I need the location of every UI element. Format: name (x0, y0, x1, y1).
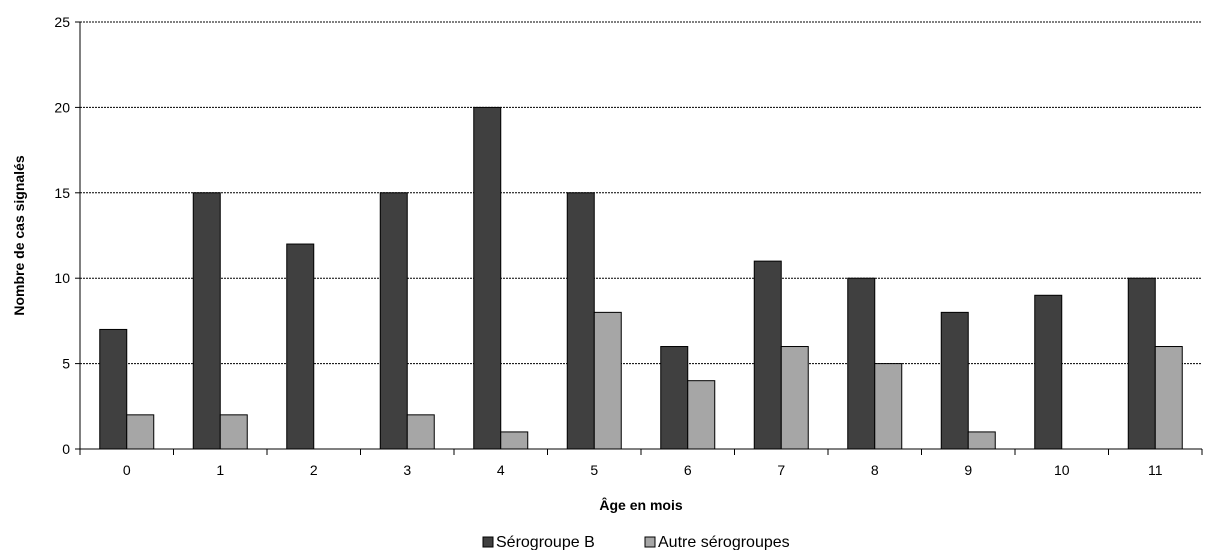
legend-label-serogroupe-b: Sérogroupe B (496, 534, 595, 550)
bar-autre-serogroupes-0 (126, 414, 155, 450)
x-tick-label: 10 (1054, 462, 1070, 478)
bar-serogroupe-b-4 (473, 106, 502, 450)
axes (75, 21, 1203, 455)
bar-autre-serogroupes-5 (593, 311, 622, 450)
x-tick-label: 7 (777, 462, 785, 478)
y-axis-title: Nombre de cas signalés (11, 155, 27, 316)
legend-swatch-serogroupe-b (482, 536, 494, 548)
bar-serogroupe-b-3 (379, 192, 408, 450)
bar-serogroupe-b-8 (847, 277, 876, 450)
y-tick-label: 15 (54, 185, 70, 201)
x-tick-label: 9 (964, 462, 972, 478)
bar-autre-serogroupes-9 (967, 431, 996, 450)
bars (99, 106, 1183, 450)
bar-serogroupe-b-11 (1127, 277, 1156, 450)
bar-serogroupe-b-5 (566, 192, 595, 450)
x-tick-label: 0 (123, 462, 131, 478)
x-tick-label: 2 (310, 462, 318, 478)
x-tick-label: 6 (684, 462, 692, 478)
x-tick-label: 8 (871, 462, 879, 478)
x-tick-labels: 0 1 2 3 4 5 6 7 8 9 10 11 (123, 462, 1163, 478)
bar-serogroupe-b-2 (286, 243, 315, 450)
bar-autre-serogroupes-7 (780, 346, 809, 450)
y-tick-label: 10 (54, 270, 70, 286)
bar-serogroupe-b-1 (192, 192, 221, 450)
x-tick-label: 11 (1148, 462, 1163, 478)
y-tick-labels: 0 5 10 15 20 25 (54, 14, 70, 457)
y-tick-label: 25 (54, 14, 70, 30)
y-tick-label: 0 (62, 441, 70, 457)
bar-serogroupe-b-10 (1034, 294, 1063, 450)
x-tick-label: 5 (590, 462, 598, 478)
y-tick-label: 5 (62, 356, 70, 372)
bar-serogroupe-b-6 (660, 346, 689, 450)
legend-swatch-autre-serogroupes (644, 536, 656, 548)
bar-autre-serogroupes-6 (687, 380, 716, 450)
gridlines (80, 21, 1202, 365)
legend-label-autre-serogroupes: Autre sérogroupes (658, 534, 790, 550)
bar-autre-serogroupes-1 (219, 414, 248, 450)
x-tick-label: 1 (216, 462, 224, 478)
bar-serogroupe-b-7 (753, 260, 782, 450)
x-tick-label: 3 (403, 462, 411, 478)
bar-serogroupe-b-0 (99, 328, 128, 450)
bar-serogroupe-b-9 (940, 311, 969, 450)
x-axis-title: Âge en mois (599, 496, 682, 513)
bar-autre-serogroupes-8 (874, 363, 903, 450)
bar-autre-serogroupes-4 (500, 431, 529, 450)
bar-autre-serogroupes-11 (1154, 346, 1183, 450)
legend: Sérogroupe B Autre sérogroupes (482, 534, 790, 550)
bar-autre-serogroupes-3 (406, 414, 435, 450)
y-tick-label: 20 (54, 99, 70, 115)
x-tick-label: 4 (497, 462, 505, 478)
